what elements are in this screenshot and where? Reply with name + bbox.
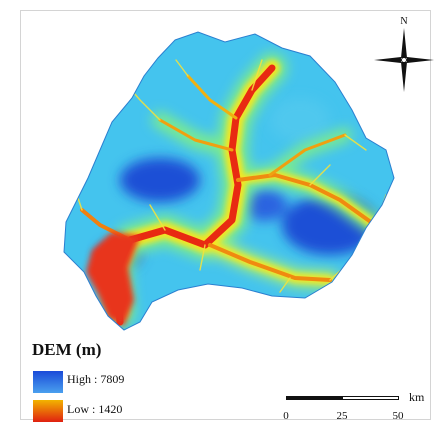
scale-bar: [286, 396, 399, 400]
basin-terrain: [64, 32, 394, 330]
legend-high-swatch: [33, 371, 63, 393]
scale-tick-0: 0: [283, 410, 289, 422]
scale-bar-segment-black: [287, 397, 343, 399]
legend-low-swatch: [33, 400, 63, 422]
legend-title: DEM (m): [32, 340, 102, 359]
legend-low-label: Low : 1420: [67, 402, 123, 416]
north-arrow-icon: [374, 28, 434, 92]
legend-high-label: High : 7809: [67, 372, 125, 386]
scale-tick-50: 50: [392, 410, 404, 422]
north-arrow-label: N: [400, 16, 408, 27]
basin-outline: [63, 31, 395, 331]
southwest-lowland: [86, 232, 140, 326]
scale-tick-25: 25: [336, 410, 348, 422]
scale-unit: km: [409, 390, 425, 404]
